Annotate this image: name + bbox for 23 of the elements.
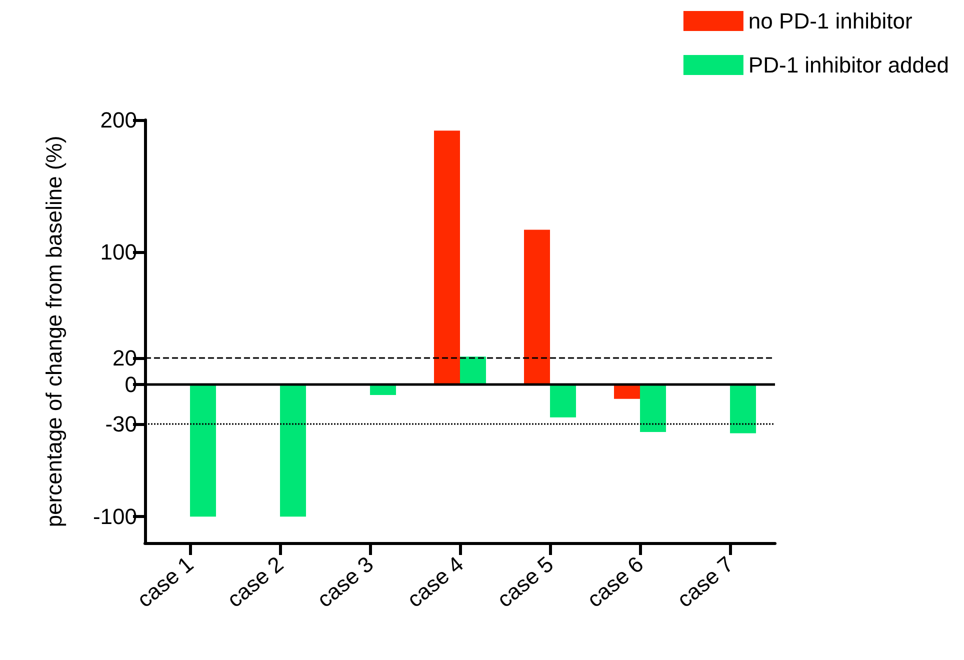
- bar: [550, 384, 576, 418]
- bar: [730, 384, 756, 434]
- x-tick-label: case 6: [582, 551, 648, 612]
- bar: [190, 384, 216, 517]
- x-tick-label: case 3: [312, 551, 378, 612]
- y-tick-label: 200: [100, 108, 137, 132]
- x-tick-label: case 5: [492, 551, 558, 612]
- bar: [640, 384, 666, 432]
- y-tick-label: 20: [112, 345, 137, 370]
- bar: [460, 356, 486, 384]
- x-tick-label: case 7: [672, 551, 738, 612]
- legend-label: PD-1 inhibitor added: [748, 52, 950, 78]
- y-tick-label: -30: [105, 412, 137, 437]
- bar: [434, 130, 460, 384]
- x-tick-label: case 4: [402, 551, 468, 612]
- y-tick-label: -100: [92, 504, 137, 530]
- bar: [280, 384, 306, 517]
- bar: [524, 230, 550, 384]
- x-tick-label: case 2: [222, 551, 288, 612]
- y-axis-title: percentage of change from baseline (%): [42, 136, 66, 528]
- legend-label: no PD-1 inhibitor: [748, 8, 912, 34]
- x-tick-label: case 1: [132, 551, 198, 612]
- y-tick-label: 100: [100, 240, 137, 265]
